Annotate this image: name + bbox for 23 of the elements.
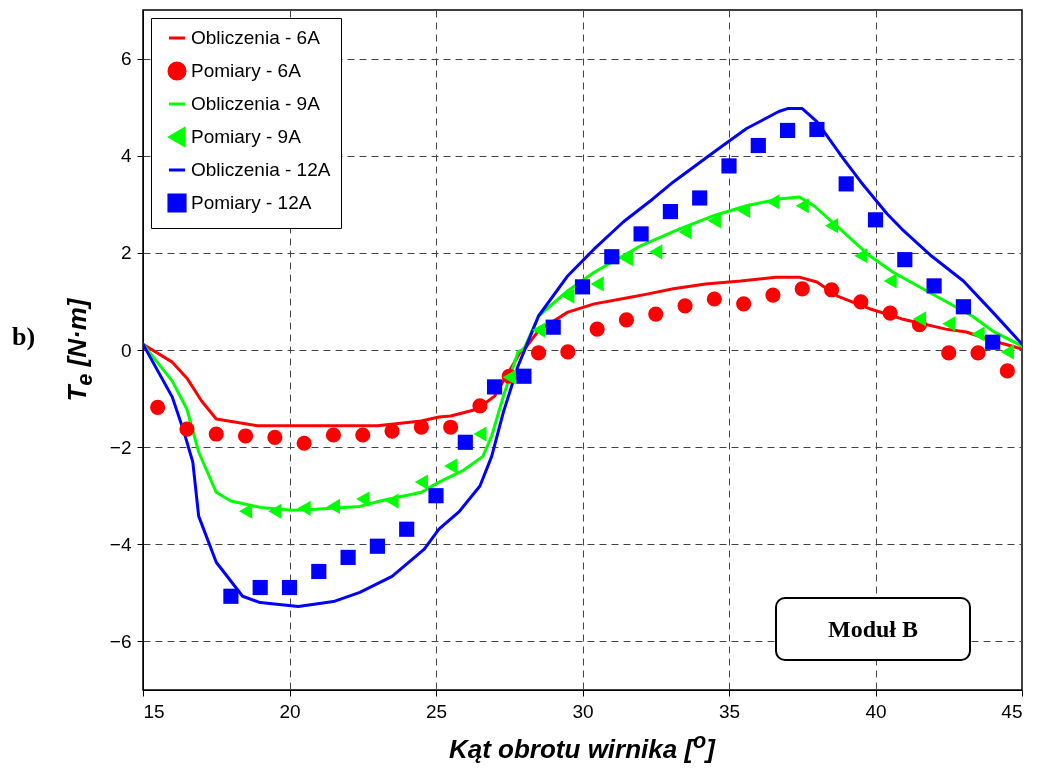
y-tick-label: −4 [109,533,132,555]
x-tick-label: 25 [425,700,448,722]
legend-label: Obliczenia - 6A [191,27,321,48]
x-tick-label: 45 [1001,700,1023,722]
y-tick-label: 4 [120,145,132,167]
legend-label: Obliczenia - 9A [191,93,321,114]
x-tick-label: 35 [718,700,741,722]
rounded-box: Moduł B [775,597,971,661]
x-tick-label: 20 [279,700,301,722]
y-tick-label: 6 [120,48,132,70]
y-tick-label: −6 [109,630,132,652]
x-tick-label: 30 [572,700,594,722]
legend-label: Pomiary - 9A [191,126,302,147]
x-axis-title: Kąt obrotu wirnika [$^{o}$] [448,728,716,765]
x-tick-label: 15 [143,700,165,722]
y-tick-label: −2 [109,436,132,458]
legend-label: Pomiary - 6A [191,60,302,81]
text: b) [12,322,36,352]
legend-label: Pomiary - 12A [191,192,312,213]
legend-label: Obliczenia - 12A [191,159,331,180]
x-tick-label: 40 [865,700,887,722]
y-tick-label: 2 [120,242,132,264]
y-tick-label: 0 [120,339,132,361]
